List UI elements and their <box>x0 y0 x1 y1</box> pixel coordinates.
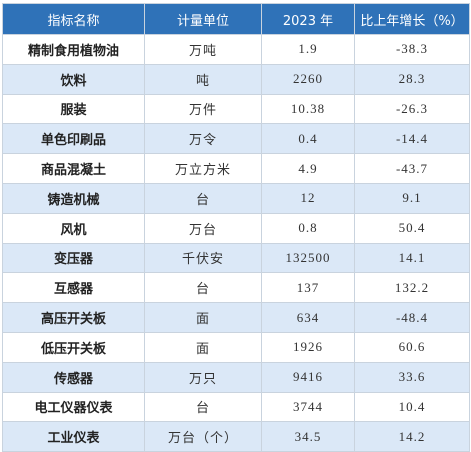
table-cell: 吨 <box>144 63 262 95</box>
table-cell: 1.9 <box>261 34 355 65</box>
table-cell: 台 <box>144 391 262 423</box>
table-cell: -38.3 <box>354 34 470 65</box>
table-cell: 50.4 <box>354 212 470 244</box>
table-cell: 9416 <box>261 361 355 393</box>
header-cell: 比上年增长（%） <box>354 3 470 35</box>
table-row: 高压开关板面 634 -48.4 <box>2 302 470 333</box>
table-cell: 1926 <box>261 331 355 363</box>
table-cell: 132.2 <box>354 272 470 304</box>
table-cell: 3744 <box>261 391 355 423</box>
table-row: 风机 万台 0.8 50.4 <box>2 212 470 244</box>
header-cell: 计量单位 <box>144 3 262 35</box>
table-cell: 634 <box>261 302 355 333</box>
table-row: 饮料吨 2260 28.3 <box>2 63 470 95</box>
table-cell: 10.4 <box>354 391 470 423</box>
table-cell: 台 <box>144 182 262 214</box>
table-row: 单色印刷品 万令 0.4 -14.4 <box>2 123 470 155</box>
item-name: 饮料 <box>2 63 145 95</box>
table-cell: 137 <box>261 272 355 304</box>
item-name: 铸造机械 <box>2 182 145 214</box>
table-row: 互感器台 137 132.2 <box>2 272 470 304</box>
table-cell: 10.38 <box>261 93 355 125</box>
table-cell: 面 <box>144 331 262 363</box>
table-cell: 0.4 <box>261 123 355 155</box>
table-cell: 2260 <box>261 63 355 95</box>
table-cell: -43.7 <box>354 153 470 184</box>
item-name: 精制食用植物油 <box>2 34 145 65</box>
item-name: 变压器 <box>2 242 145 274</box>
table-cell: -48.4 <box>354 302 470 333</box>
item-name: 电工仪器仪表 <box>2 391 145 423</box>
table-cell: 14.2 <box>354 421 470 452</box>
table-cell: 万台（个） <box>144 421 262 452</box>
table-cell: 万台 <box>144 212 262 244</box>
table-cell: 千伏安 <box>144 242 262 274</box>
table-row: 服装 万件 10.38 -26.3 <box>2 93 470 125</box>
header-cell: 指标名称 <box>2 3 145 35</box>
table-cell: 14.1 <box>354 242 470 274</box>
table-row: 商品混凝土 万立方米 4.9 -43.7 <box>2 153 470 184</box>
table-cell: -26.3 <box>354 93 470 125</box>
table-cell: 万只 <box>144 361 262 393</box>
item-name: 互感器 <box>2 272 145 304</box>
table-body: 精制食用植物油 万吨 1.9 -38.3 饮料吨 2260 28.3 服装 万件 10.38 -26… <box>2 34 470 452</box>
table-cell: 万吨 <box>144 34 262 65</box>
item-name: 风机 <box>2 212 145 244</box>
item-name: 商品混凝土 <box>2 153 145 184</box>
item-name: 工业仪表 <box>2 421 145 452</box>
table-cell: 9.1 <box>354 182 470 214</box>
table-cell: 28.3 <box>354 63 470 95</box>
table-cell: 34.5 <box>261 421 355 452</box>
item-name: 服装 <box>2 93 145 125</box>
table-cell: 万立方米 <box>144 153 262 184</box>
item-name: 传感器 <box>2 361 145 393</box>
table-cell: 4.9 <box>261 153 355 184</box>
header-row: 指标名称 计量单位 2023 年比上年增长（%） <box>2 3 470 35</box>
table-container: 指标名称 计量单位 2023 年比上年增长（%） 精制食用植物油 万吨 1.9 -38.3… <box>2 3 470 452</box>
table-cell: 台 <box>144 272 262 304</box>
table-cell: 132500 <box>261 242 355 274</box>
table-cell: -14.4 <box>354 123 470 155</box>
table-cell: 万件 <box>144 93 262 125</box>
item-name: 单色印刷品 <box>2 123 145 155</box>
table-cell: 33.6 <box>354 361 470 393</box>
table-cell: 12 <box>261 182 355 214</box>
table-cell: 0.8 <box>261 212 355 244</box>
table-cell: 60.6 <box>354 331 470 363</box>
table-row: 铸造机械台 12 9.1 <box>2 182 470 214</box>
table-row: 变压器 千伏安 132500 14.1 <box>2 242 470 274</box>
item-name: 低压开关板 <box>2 331 145 363</box>
table-cell: 面 <box>144 302 262 333</box>
table-row: 低压开关板面 1926 60.6 <box>2 331 470 363</box>
item-name: 高压开关板 <box>2 302 145 333</box>
table-cell: 万令 <box>144 123 262 155</box>
table-row: 精制食用植物油 万吨 1.9 -38.3 <box>2 34 470 65</box>
table-row: 电工仪器仪表台 3744 10.4 <box>2 391 470 423</box>
data-table: 指标名称 计量单位 2023 年比上年增长（%） 精制食用植物油 万吨 1.9 -38.3… <box>2 3 470 452</box>
table-row: 传感器 万只 9416 33.6 <box>2 361 470 393</box>
table-row: 工业仪表 万台（个） 34.5 14.2 <box>2 421 470 452</box>
header-cell: 2023 年 <box>261 3 355 35</box>
